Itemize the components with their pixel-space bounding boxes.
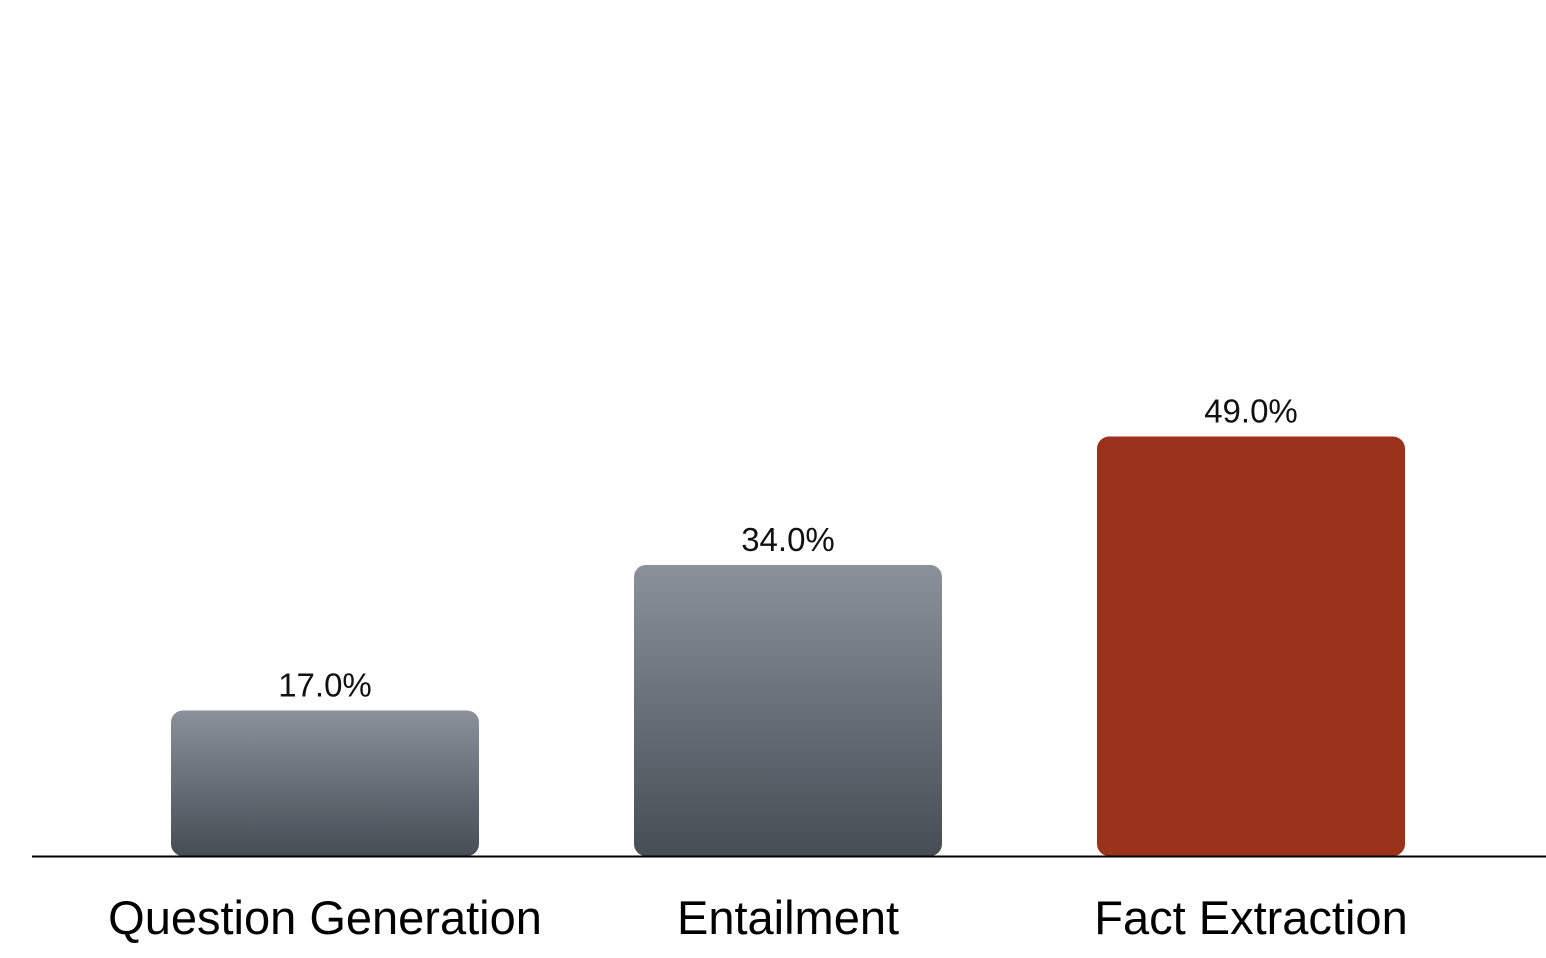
x-axis-tick-labels: Question Generation Entailment Fact Extrac…: [108, 891, 1408, 944]
bars-layer: [171, 436, 1405, 856]
value-label-fact-extraction: 49.0%: [1204, 393, 1298, 430]
value-labels-layer: 17.0% 34.0% 49.0%: [278, 393, 1298, 704]
bar-fact-extraction: [1097, 436, 1405, 856]
bar-question-generation: [171, 710, 479, 856]
category-label-fact-extraction: Fact Extraction: [1094, 891, 1407, 944]
bar-entailment: [634, 564, 942, 856]
value-label-question-generation: 17.0%: [278, 666, 372, 703]
category-label-question-generation: Question Generation: [108, 891, 542, 944]
category-label-entailment: Entailment: [677, 891, 899, 944]
value-label-entailment: 34.0%: [741, 521, 835, 558]
